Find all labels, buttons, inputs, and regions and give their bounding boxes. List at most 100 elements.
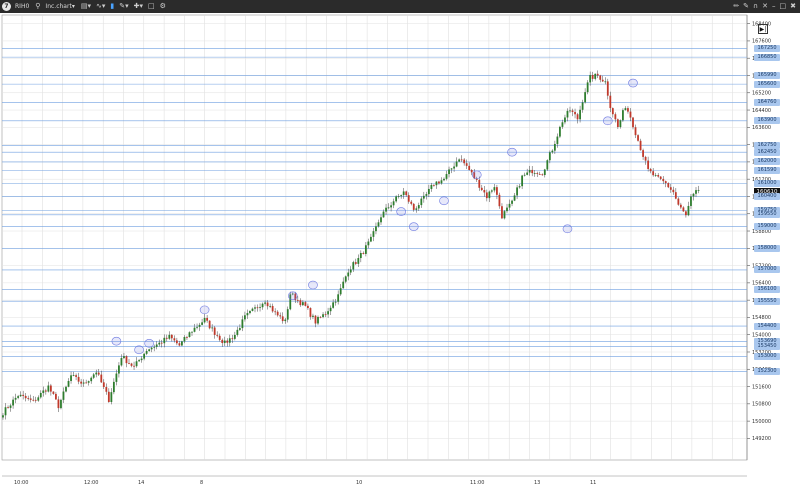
highlight-ellipse: [308, 280, 318, 290]
candle-body: [181, 341, 183, 346]
toolbar: 7 RIH0 ⚲ Inc.chart ▾ ▤▾ ∿▾ ▮ ✎▾ ✚▾ □ ⚙ ✏…: [0, 0, 800, 13]
scroll-to-last-button[interactable]: ▶|: [758, 24, 768, 34]
candle-body: [692, 193, 695, 197]
candle-body: [102, 382, 105, 387]
candle-body: [22, 394, 25, 396]
magnet-icon[interactable]: ∩: [753, 2, 759, 10]
price-tick-label: 164400: [752, 108, 771, 114]
candle-body: [90, 377, 93, 382]
candle-body: [581, 102, 584, 110]
level-price-tag: 153000: [754, 352, 780, 360]
candle-body: [175, 340, 178, 344]
candle-body: [52, 391, 55, 394]
candle-body: [4, 407, 7, 416]
candle-body: [422, 195, 425, 199]
chart-type-icon[interactable]: ▤▾: [80, 2, 91, 10]
search-icon[interactable]: ⚲: [35, 2, 41, 10]
candle-body: [133, 365, 135, 367]
candle-body: [649, 168, 652, 172]
crosshair-icon[interactable]: ✚▾: [133, 2, 143, 10]
candle-body: [107, 391, 110, 402]
settings-icon[interactable]: ⚙: [159, 2, 166, 10]
candle-body: [362, 253, 365, 254]
candle-body: [196, 326, 198, 328]
price-chart[interactable]: 1684001676001668001660001652001644001636…: [0, 13, 800, 487]
candle-body: [473, 172, 476, 179]
candle-body: [170, 334, 173, 339]
level-price-tag: 162450: [754, 148, 780, 156]
candle-body: [72, 375, 75, 376]
candle-body: [57, 399, 60, 409]
candle-body: [579, 109, 581, 120]
candle-body: [332, 302, 335, 308]
candle-body: [284, 319, 287, 322]
delete-icon[interactable]: ✕: [762, 2, 768, 10]
candle-body: [100, 374, 103, 383]
candle-body: [667, 183, 670, 188]
candle-body: [546, 160, 549, 170]
candle-body: [639, 140, 642, 151]
candle-body: [77, 376, 80, 382]
candle-body: [271, 305, 274, 312]
candle-body: [430, 184, 433, 189]
candle-body: [14, 397, 17, 400]
candle-body: [42, 390, 45, 393]
candle-body: [632, 117, 634, 128]
last-price-label: 160610: [754, 187, 780, 196]
indicators-icon[interactable]: ∿▾: [95, 2, 106, 10]
candle-body: [216, 334, 219, 336]
candle-body: [251, 308, 254, 311]
price-tick-label: 150800: [752, 402, 771, 408]
candle-body: [594, 73, 597, 79]
time-label: 8: [200, 480, 203, 486]
close-icon[interactable]: ✖: [790, 2, 796, 10]
maximize-icon[interactable]: □: [779, 2, 787, 10]
candle-body: [496, 187, 498, 195]
candle-body: [382, 211, 385, 218]
time-label: 11: [590, 480, 596, 486]
candle-body: [47, 385, 50, 392]
trades-icon[interactable]: ▮: [110, 2, 115, 10]
price-tick-label: 163600: [752, 125, 771, 131]
candle-body: [541, 174, 544, 176]
candle-body: [528, 169, 531, 173]
candle-body: [357, 258, 360, 264]
drawing-icon[interactable]: ✎▾: [119, 2, 129, 10]
candle-body: [695, 190, 697, 194]
price-tick-label: 154800: [752, 315, 771, 321]
candle-body: [153, 346, 156, 348]
candle-body: [317, 316, 319, 324]
candle-body: [337, 294, 340, 302]
candle-body: [503, 211, 506, 219]
brush-icon[interactable]: ✎: [743, 2, 749, 10]
chart-type-selector[interactable]: Inc.chart ▾: [45, 3, 74, 10]
chart-area[interactable]: 1684001676001668001660001652001644001636…: [0, 13, 800, 487]
candle-body: [342, 281, 345, 289]
candle-body: [685, 211, 687, 216]
symbol-selector[interactable]: RIH0: [15, 3, 29, 10]
candle-body: [128, 363, 130, 364]
candle-body: [564, 117, 566, 123]
candle-body: [314, 315, 317, 324]
candle-body: [110, 392, 113, 402]
level-price-tag: 157000: [754, 266, 780, 274]
candle-body: [148, 349, 151, 352]
window-icon[interactable]: □: [148, 2, 155, 10]
price-tick-label: 154000: [752, 333, 771, 339]
candle-body: [523, 174, 526, 176]
candle-body: [611, 108, 614, 115]
level-price-tag: 159750: [754, 206, 780, 214]
candle-body: [213, 327, 216, 335]
level-price-tag: 165600: [754, 80, 780, 88]
candle-body: [460, 159, 463, 161]
candle-body: [294, 293, 297, 301]
candle-body: [62, 391, 65, 400]
candle-body: [624, 108, 627, 111]
candle-body: [478, 179, 481, 188]
minimize-icon[interactable]: –: [772, 2, 776, 10]
pencil-icon[interactable]: ✏: [733, 2, 740, 10]
price-tick-label: 165200: [752, 91, 771, 97]
candle-body: [690, 196, 692, 206]
candle-body: [480, 187, 483, 191]
candle-body: [276, 311, 279, 316]
